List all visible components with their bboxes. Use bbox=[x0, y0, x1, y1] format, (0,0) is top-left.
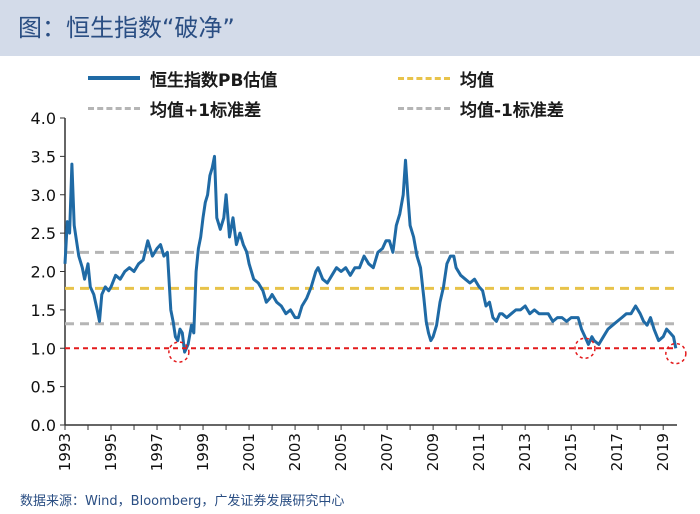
x-tick-label: 2019 bbox=[654, 433, 672, 471]
x-tick-label: 2013 bbox=[516, 433, 534, 471]
legend-item-lower: 均值-1标准差 bbox=[398, 98, 564, 121]
x-tick-label: 2007 bbox=[378, 433, 396, 471]
header-bar: 图：恒生指数“破净” bbox=[0, 0, 700, 56]
y-tick-label: 0.5 bbox=[31, 378, 56, 397]
y-tick-label: 2.0 bbox=[31, 263, 56, 282]
x-tick-label: 1997 bbox=[148, 433, 166, 471]
y-tick-label: 2.5 bbox=[31, 224, 56, 243]
legend-label-lower: 均值-1标准差 bbox=[460, 100, 564, 121]
legend-item-upper: 均值+1标准差 bbox=[88, 98, 262, 121]
legend-swatch-pb bbox=[88, 76, 140, 80]
y-tick-label: 3.5 bbox=[31, 147, 56, 166]
x-tick-label: 2011 bbox=[470, 433, 488, 471]
legend-item-mean: 均值 bbox=[398, 68, 494, 91]
x-tick-label: 1995 bbox=[102, 433, 120, 471]
legend-swatch-mean bbox=[398, 76, 450, 80]
legend-label-mean: 均值 bbox=[460, 70, 494, 91]
x-tick-label: 2003 bbox=[286, 433, 304, 471]
x-tick-label: 1993 bbox=[56, 433, 74, 471]
pb-series-line bbox=[63, 154, 678, 354]
highlight-circle-2 bbox=[574, 337, 596, 359]
x-tick-label: 1999 bbox=[194, 433, 212, 471]
y-tick-label: 0.0 bbox=[31, 416, 56, 435]
x-tick-label: 2009 bbox=[424, 433, 442, 471]
x-tick-label: 2001 bbox=[240, 433, 258, 471]
highlight-circle-3 bbox=[665, 342, 687, 365]
legend-item-pb: 恒生指数PB估值 bbox=[88, 68, 278, 91]
source-note: 数据来源：Wind，Bloomberg，广发证券发展研究中心 bbox=[20, 494, 345, 509]
x-tick-label: 2015 bbox=[562, 433, 580, 471]
page-title: 图：恒生指数“破净” bbox=[18, 14, 235, 42]
highlight-circle-1 bbox=[168, 341, 190, 363]
x-tick-label: 2017 bbox=[608, 433, 626, 471]
y-tick-label: 4.0 bbox=[31, 109, 56, 128]
x-tick-label: 2005 bbox=[332, 433, 350, 471]
legend-label-upper: 均值+1标准差 bbox=[150, 100, 262, 121]
y-tick-label: 1.5 bbox=[31, 301, 56, 320]
y-tick-label: 1.0 bbox=[31, 339, 56, 358]
legend-label-pb: 恒生指数PB估值 bbox=[150, 70, 278, 91]
legend-swatch-lower bbox=[398, 106, 450, 110]
legend-swatch-upper bbox=[88, 106, 140, 110]
y-tick-label: 3.0 bbox=[31, 186, 56, 205]
